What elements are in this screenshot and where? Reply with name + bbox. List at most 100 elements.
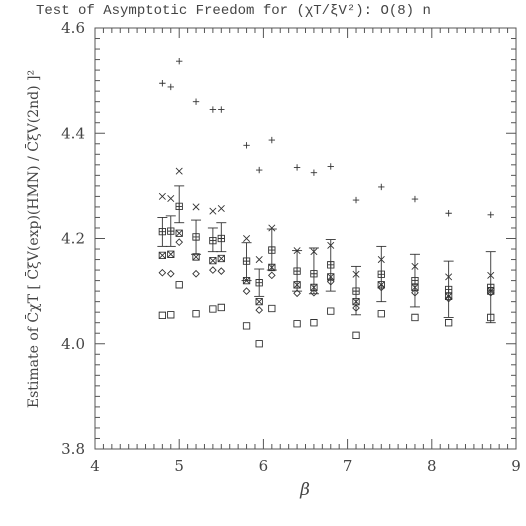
- x-tick-label: 9: [511, 457, 521, 475]
- diamond-marker: [352, 304, 360, 312]
- box-cross-marker: [167, 250, 175, 258]
- box-cross-marker: [217, 254, 225, 263]
- x-tick-label: 7: [343, 457, 353, 475]
- data-markers: [158, 57, 495, 348]
- diamond-marker: [209, 266, 217, 274]
- y-axis-label: Estimate of C̄χT [ C̄ξV(exp)(HMN) / C̄ξV…: [24, 70, 42, 408]
- cross-marker: [209, 207, 217, 215]
- box-cross-marker: [268, 263, 276, 272]
- box-plus-marker: [192, 233, 200, 241]
- cross-marker: [293, 247, 301, 255]
- cross-marker: [352, 270, 360, 278]
- box-plus-marker: [217, 234, 225, 243]
- cross-marker: [243, 234, 251, 243]
- box-cross-marker: [310, 283, 318, 292]
- square-marker: [377, 310, 385, 318]
- cross-marker: [158, 192, 166, 200]
- square-marker: [167, 311, 175, 319]
- box-plus-marker: [377, 270, 385, 278]
- square-marker: [192, 310, 200, 318]
- y-tick-label: 3.8: [61, 440, 85, 458]
- square-marker: [158, 311, 167, 319]
- box-cross-marker: [255, 298, 263, 306]
- plus-marker: [167, 83, 174, 91]
- box-plus-marker: [352, 287, 360, 295]
- square-marker: [293, 320, 301, 328]
- plus-marker: [310, 169, 318, 176]
- x-tick-label: 4: [90, 457, 100, 475]
- box-cross-marker: [242, 276, 251, 285]
- cross-marker: [268, 224, 276, 232]
- plus-marker: [487, 211, 494, 219]
- square-marker: [411, 313, 419, 322]
- y-tick-label: 4.6: [61, 19, 85, 37]
- box-cross-marker: [192, 253, 200, 261]
- cross-marker: [175, 167, 183, 175]
- box-plus-marker: [167, 227, 175, 235]
- diamond-marker: [166, 269, 175, 278]
- plus-marker: [445, 210, 452, 217]
- x-tick-label: 8: [427, 457, 437, 475]
- box-cross-marker: [175, 229, 183, 237]
- plus-marker: [352, 196, 360, 204]
- box-cross-marker: [327, 273, 335, 281]
- diamond-marker: [444, 294, 453, 303]
- plus-marker: [192, 98, 200, 105]
- square-marker: [268, 304, 276, 313]
- box-plus-marker: [242, 257, 251, 265]
- box-cross-marker: [444, 292, 453, 301]
- diamond-marker: [242, 287, 251, 295]
- diamond-marker: [175, 238, 184, 247]
- cross-marker: [327, 241, 335, 249]
- box-cross-marker: [411, 283, 419, 292]
- box-cross-marker: [209, 256, 217, 265]
- x-tick-label: 5: [174, 457, 184, 475]
- plus-marker: [378, 183, 385, 191]
- diamond-marker: [293, 289, 301, 298]
- box-cross-marker: [293, 281, 301, 289]
- cross-marker: [167, 194, 175, 203]
- plus-marker: [411, 195, 419, 203]
- diamond-marker: [486, 288, 495, 297]
- cross-marker: [487, 271, 495, 279]
- diamond-marker: [158, 268, 167, 277]
- cross-marker: [255, 256, 263, 264]
- plus-marker: [255, 166, 263, 174]
- square-marker: [175, 281, 183, 289]
- cross-marker: [411, 262, 419, 270]
- plus-marker: [268, 136, 276, 144]
- error-bars: [157, 185, 496, 324]
- diamond-marker: [326, 277, 335, 286]
- plot-frame: [94, 27, 517, 450]
- cross-marker: [310, 248, 318, 256]
- chart-title: Test of Asymptotic Freedom for (χT/ξV²):…: [36, 3, 431, 19]
- y-tick-label: 4.4: [61, 124, 85, 142]
- diamond-marker: [310, 288, 318, 297]
- square-marker: [352, 331, 360, 339]
- plus-marker: [327, 163, 334, 170]
- box-cross-marker: [158, 251, 167, 259]
- square-marker: [242, 322, 251, 330]
- plus-marker: [293, 164, 301, 171]
- y-tick-label: 4.2: [61, 230, 85, 248]
- diamond-marker: [411, 288, 419, 297]
- box-plus-marker: [209, 236, 217, 245]
- square-marker: [487, 313, 495, 322]
- diamond-marker: [267, 271, 276, 280]
- plus-marker: [159, 80, 166, 87]
- diamond-marker: [217, 267, 226, 275]
- cross-marker: [192, 203, 200, 211]
- diamond-marker: [192, 269, 200, 278]
- cross-marker: [445, 273, 453, 281]
- box-plus-marker: [293, 267, 301, 275]
- cross-marker: [217, 204, 225, 213]
- box-plus-marker: [158, 228, 167, 236]
- box-plus-marker: [255, 279, 263, 287]
- x-axis-label: β: [299, 480, 310, 500]
- diamond-marker: [377, 283, 386, 292]
- box-plus-marker: [268, 246, 276, 254]
- cross-marker: [377, 256, 385, 264]
- square-marker: [310, 319, 318, 327]
- y-tick-label: 4.0: [61, 335, 85, 353]
